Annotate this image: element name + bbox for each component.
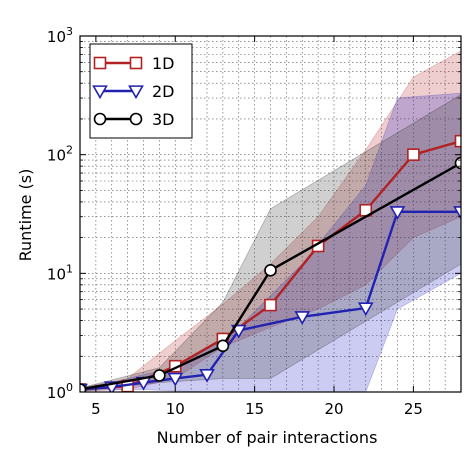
legend-label: 3D — [152, 110, 175, 129]
data-point-2d — [357, 302, 374, 317]
plot-frame — [79, 35, 462, 393]
data-point-1d — [407, 148, 420, 161]
x-tick-label: 25 — [404, 400, 423, 418]
series-line-2d — [80, 210, 461, 391]
band-2d — [80, 92, 461, 392]
data-point-2d — [230, 324, 247, 339]
legend-label: 1D — [152, 54, 175, 73]
series-lines — [80, 134, 461, 392]
x-tick-label: 5 — [91, 400, 101, 418]
x-tick-label: 20 — [324, 400, 343, 418]
data-point-1d — [454, 134, 461, 148]
y-tick-label: 101 — [47, 262, 73, 283]
legend-marker — [128, 85, 144, 100]
legend-marker — [93, 56, 107, 70]
grid-lines — [80, 36, 461, 392]
data-point-3d — [264, 264, 277, 277]
data-point-2d — [453, 206, 461, 220]
legend-marker — [129, 112, 143, 126]
data-point-2d — [294, 311, 311, 325]
x-tick-label: 15 — [245, 400, 264, 418]
data-point-2d — [167, 372, 184, 387]
data-point-2d — [199, 368, 215, 383]
legend-entry-2d: 2D — [92, 82, 175, 101]
data-point-3d — [153, 369, 166, 382]
legend-label: 2D — [152, 82, 175, 101]
legend-entry-1d: 1D — [93, 54, 175, 73]
x-axis-label: Number of pair interactions — [157, 428, 378, 447]
y-tick-label: 100 — [47, 381, 73, 402]
data-point-3d — [216, 339, 230, 353]
data-point-3d — [80, 383, 87, 392]
series-3d — [80, 156, 461, 392]
legend-marker — [92, 85, 108, 100]
y-axis-label: Runtime (s) — [16, 169, 35, 262]
y-tick-label: 103 — [47, 25, 73, 46]
x-tick-label: 10 — [166, 400, 185, 418]
data-point-1d — [264, 298, 277, 312]
legend: 1D 2D 3D — [89, 43, 193, 139]
legend-marker — [93, 112, 107, 126]
data-point-2d — [389, 206, 406, 220]
legend-entry-3d: 3D — [93, 110, 175, 129]
tick-labels: 5 10 15 20 25 100 101 102 103 — [47, 25, 423, 418]
legend-marker — [129, 56, 143, 70]
y-tick-label: 102 — [47, 144, 73, 165]
axes — [79, 35, 462, 393]
